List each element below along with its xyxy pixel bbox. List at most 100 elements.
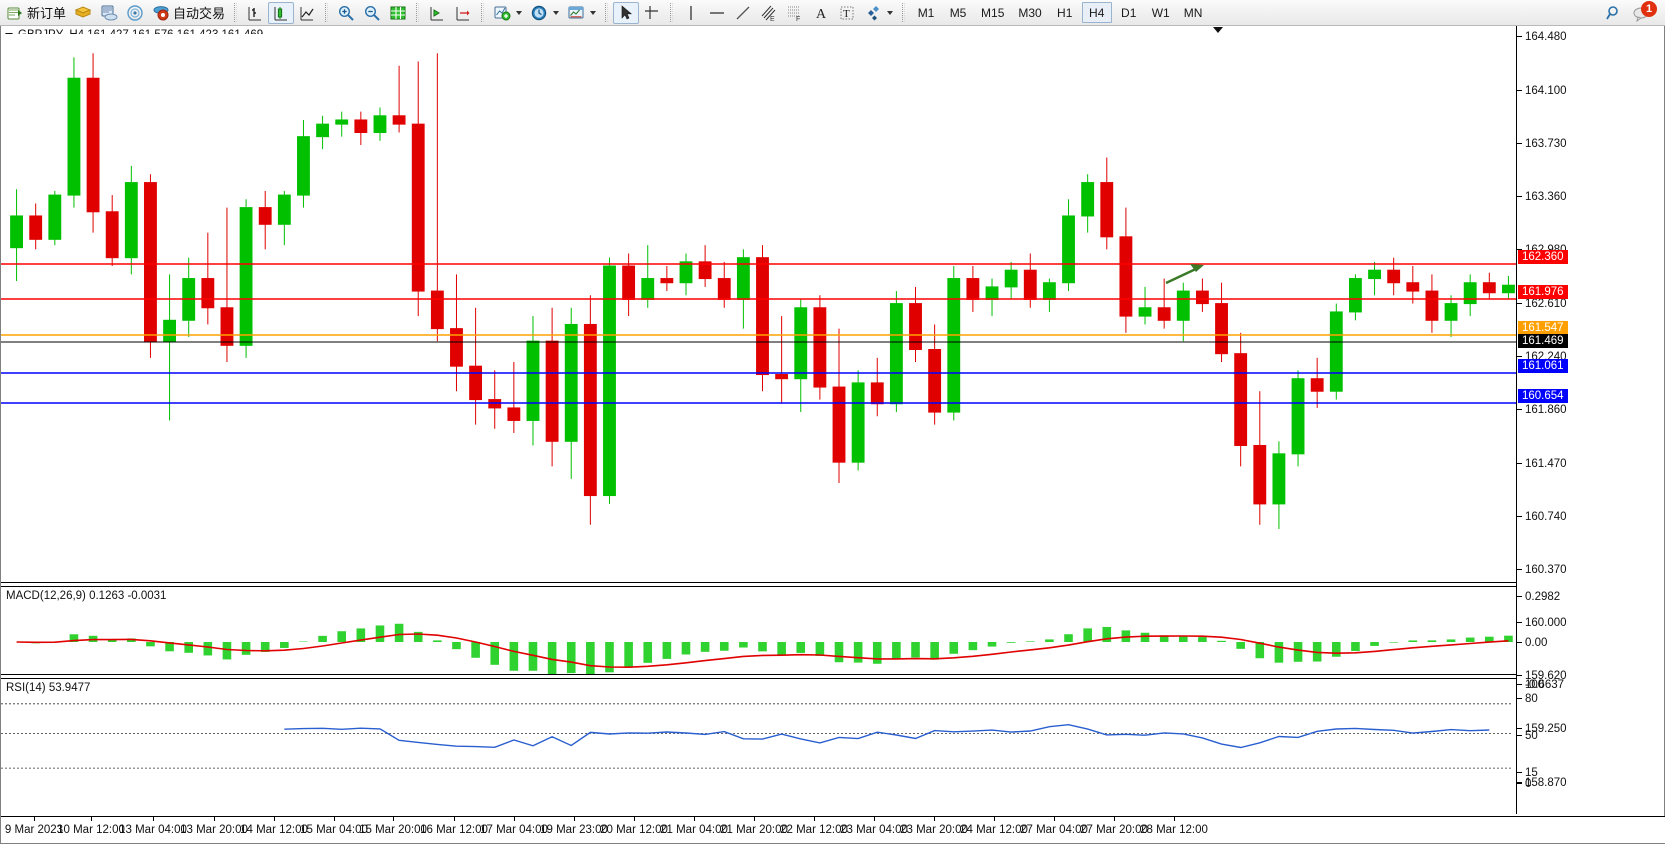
timeframe-w1[interactable]: W1: [1151, 5, 1170, 20]
candle: [641, 245, 655, 308]
zoom-out-button[interactable]: [359, 2, 385, 24]
chevron-down-icon[interactable]: [516, 10, 523, 15]
candle: [1042, 278, 1056, 312]
candlestick-chart-button[interactable]: [268, 1, 295, 24]
time-tick: [994, 817, 995, 821]
rsi-panel-divider-2: [1, 678, 1518, 679]
horizontal-line-button[interactable]: [704, 2, 730, 24]
price-tick: 158.870: [1517, 777, 1567, 789]
candle: [220, 207, 234, 363]
current-price-label-161469[interactable]: 161.469: [1518, 334, 1568, 348]
chevron-down-icon[interactable]: [590, 10, 597, 15]
candle: [335, 111, 349, 137]
book-button[interactable]: [70, 2, 96, 24]
bar-chart-button[interactable]: [242, 2, 268, 24]
time-tick: [1114, 817, 1115, 821]
svg-text:F: F: [796, 16, 800, 22]
rsi-series: [1, 703, 1512, 769]
timeframe-m5[interactable]: M5: [949, 5, 967, 20]
candle: [870, 357, 884, 417]
timeframe-h4[interactable]: H4: [1081, 2, 1112, 23]
timeframe-m15[interactable]: M15: [981, 5, 1005, 20]
candle: [1329, 303, 1343, 400]
text-button[interactable]: A: [808, 2, 834, 24]
pending-order-label-161547[interactable]: 161.547: [1518, 321, 1568, 335]
auto-scroll-button[interactable]: [424, 2, 450, 24]
chevron-down-icon[interactable]: [553, 10, 560, 15]
candle: [1081, 174, 1095, 233]
vertical-line-button[interactable]: [678, 2, 704, 24]
autotrading-icon: [152, 4, 170, 22]
price-tick-label: 163.730: [1525, 138, 1567, 150]
price-scale[interactable]: 164.480164.100163.730163.360162.980162.6…: [1516, 26, 1664, 842]
time-scale[interactable]: 9 Mar 2023 10 Mar 12:00 13 Mar 04:00 13 Mar…: [1, 816, 1665, 843]
time-tick-label: 13 Mar 20:00: [180, 824, 248, 836]
toolbar-separator: [234, 3, 238, 22]
resistance-label-162360[interactable]: 162.360: [1518, 250, 1568, 264]
timeframe-m30[interactable]: M30: [1018, 5, 1042, 20]
candlestick-chart-icon: [272, 4, 290, 22]
price-tick-label: 158.870: [1525, 777, 1567, 789]
crosshair-icon: [643, 4, 661, 22]
clock-periods-icon: [530, 4, 548, 22]
price-tick: 163.730: [1517, 138, 1567, 150]
navigator-icon: [126, 4, 144, 22]
candlestick-series: [10, 53, 1515, 529]
search-icon[interactable]: [1605, 4, 1623, 22]
timeframe-h1[interactable]: H1: [1057, 5, 1073, 20]
data-window-button[interactable]: [96, 2, 122, 24]
navigator-button[interactable]: [122, 2, 148, 24]
shapes-button[interactable]: [860, 2, 897, 24]
toolbar-right-group: 1: [1605, 0, 1663, 22]
equidistant-channel-button[interactable]: E: [756, 2, 782, 24]
candle: [86, 53, 100, 233]
candle: [201, 232, 215, 325]
templates-button[interactable]: [563, 2, 600, 24]
alerts-bubble-icon[interactable]: 1: [1633, 0, 1657, 22]
price-panel[interactable]: [1, 34, 1518, 564]
price-tick: 161.470: [1517, 458, 1567, 470]
candle: [1272, 441, 1286, 529]
chevron-down-icon[interactable]: [887, 10, 894, 15]
text-label-button[interactable]: T: [834, 2, 860, 24]
time-tick: [634, 817, 635, 821]
fibonacci-button[interactable]: F: [782, 2, 808, 24]
time-tick: [934, 817, 935, 821]
periods-button[interactable]: [526, 2, 563, 24]
macd-axis-label: 0.00: [1517, 637, 1547, 649]
chart-window[interactable]: GBPJPY-,H4 161.427 161.576 161.423 161.4…: [0, 26, 1665, 844]
candle: [67, 57, 81, 208]
crosshair-button[interactable]: [639, 2, 665, 24]
time-tick-label: 23 Mar 20:00: [900, 824, 968, 836]
macd-panel[interactable]: MACD(12,26,9) 0.1263 -0.0031: [1, 587, 1518, 674]
line-chart-button[interactable]: [294, 2, 320, 24]
resistance-label-161976[interactable]: 161.976: [1518, 285, 1568, 299]
autotrading-button[interactable]: 自动交易: [148, 2, 229, 24]
auto-scroll-icon: [428, 4, 446, 22]
svg-text:T: T: [843, 8, 850, 20]
time-tick-label: 14 Mar 12:00: [240, 824, 308, 836]
new-order-button[interactable]: 新订单: [2, 2, 70, 24]
toolbar-separator: [325, 3, 329, 22]
trendline-button[interactable]: [730, 2, 756, 24]
timeframe-d1[interactable]: D1: [1121, 5, 1137, 20]
text-icon: A: [812, 4, 830, 22]
zoom-in-icon: [337, 4, 355, 22]
rsi-panel[interactable]: RSI(14) 53.9477: [1, 679, 1518, 787]
toolbar-separator: [670, 3, 674, 22]
price-tick: 160.740: [1517, 511, 1567, 523]
price-tick-label: 164.100: [1525, 85, 1567, 97]
candle: [1482, 272, 1496, 300]
timeframe-m1[interactable]: M1: [917, 5, 935, 20]
candle: [373, 107, 387, 141]
support-label-160654[interactable]: 160.654: [1518, 389, 1568, 403]
cursor-button[interactable]: [613, 1, 640, 24]
support-label-161061[interactable]: 161.061: [1518, 359, 1568, 373]
autotrading-label: 自动交易: [173, 6, 226, 21]
chart-shift-icon: [454, 4, 472, 22]
indicators-button[interactable]: [489, 2, 526, 24]
grid-button[interactable]: [385, 2, 411, 24]
chart-shift-button[interactable]: [450, 2, 476, 24]
zoom-in-button[interactable]: [333, 2, 359, 24]
timeframe-mn[interactable]: MN: [1183, 5, 1203, 20]
